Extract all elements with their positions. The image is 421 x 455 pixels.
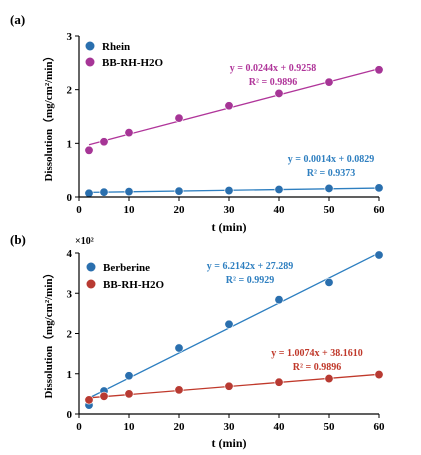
panel-a-y-tick-label-3: 3: [67, 31, 73, 43]
panel-a-x-title: t (min): [212, 220, 247, 234]
panel-a-point-rhein-6: [324, 183, 334, 193]
legend-label-bb-rh-h2o-b: BB-RH-H2O: [103, 279, 165, 291]
panel-a-x-tick-label-50: 50: [324, 204, 336, 216]
panel-b-point-berberine-7: [374, 250, 384, 260]
legend-label-berberine: Berberine: [103, 262, 150, 274]
panel-a-x-tick-label-60: 60: [374, 204, 386, 216]
panel-a-point-bb-rh-h2o-1: [99, 137, 109, 147]
equation-rhein: y = 0.0014x + 0.0829: [288, 154, 374, 165]
legend-marker-berberine: [86, 262, 96, 272]
panel-b-x-tick-label-30: 30: [224, 421, 236, 433]
r2-berberine: R² = 0.9929: [226, 275, 274, 286]
panel-a-legend: Rhein BB-RH-H2O: [85, 41, 164, 69]
panel-a-point-rhein-5: [274, 184, 284, 194]
panel-a-x-tick-label-0: 0: [76, 204, 82, 216]
panel-a: (a) 0 10 20 30 40 50 60 0 1 2 3 Rhein BB-RH-H2O y …: [10, 12, 385, 234]
panel-b-legend: Berberine BB-RH-H2O: [86, 262, 165, 291]
equation-bb-rh-h2o: y = 0.0244x + 0.9258: [230, 63, 316, 74]
panel-b-x-tick-label-20: 20: [174, 421, 186, 433]
panel-a-point-rhein-3: [174, 186, 184, 196]
panel-b-point-bb-rh-h2o-0: [84, 395, 94, 405]
panel-a-x-tick-label-30: 30: [224, 204, 236, 216]
panel-a-label: (a): [10, 12, 25, 27]
panel-a-x-tick-label-20: 20: [174, 204, 186, 216]
panel-b-point-berberine-5: [274, 295, 284, 305]
panel-a-y-tick-label-0: 0: [67, 192, 73, 204]
panel-a-marks: 0 10 20 30 40 50 60 0 1 2 3: [67, 31, 386, 216]
panel-a-y-tick-label-2: 2: [67, 85, 73, 97]
panel-b-point-berberine-4: [224, 319, 234, 329]
panel-b-point-bb-rh-h2o-5: [274, 377, 284, 387]
legend-label-bb-rh-h2o: BB-RH-H2O: [102, 57, 164, 69]
panel-b-point-bb-rh-h2o-6: [324, 374, 334, 384]
panel-a-point-bb-rh-h2o-2: [124, 128, 134, 138]
legend-marker-bb-rh-h2o: [85, 57, 95, 67]
panel-b-point-bb-rh-h2o-3: [174, 385, 184, 395]
panel-a-point-rhein-7: [374, 183, 384, 193]
panel-b-y-tick-label-3: 3: [67, 288, 73, 300]
r2-bb-rh-h2o-b: R² = 0.9896: [293, 362, 341, 373]
panel-b-y-tick-label-2: 2: [67, 329, 73, 341]
panel-b-point-berberine-6: [324, 277, 334, 287]
panel-a-point-rhein-4: [224, 186, 234, 196]
r2-bb-rh-h2o: R² = 0.9896: [249, 77, 297, 88]
panel-b: (b) ×10² 0 10 20 30 40 50 60 0 1 2 3 4 Berberine BB…: [10, 232, 385, 450]
panel-b-x-tick-label-40: 40: [274, 421, 286, 433]
equation-bb-rh-h2o-b: y = 1.0074x + 38.1610: [271, 348, 362, 359]
panel-a-point-bb-rh-h2o-4: [224, 101, 234, 111]
panel-b-y-multiplier: ×10²: [75, 236, 94, 247]
panel-a-point-bb-rh-h2o-5: [274, 88, 284, 98]
panel-b-y-tick-label-4: 4: [67, 248, 73, 260]
panel-b-x-tick-label-60: 60: [374, 421, 386, 433]
panel-a-point-rhein-1: [99, 187, 109, 197]
panel-a-point-bb-rh-h2o-3: [174, 113, 184, 123]
legend-marker-rhein: [85, 41, 95, 51]
equation-berberine: y = 6.2142x + 27.289: [207, 261, 293, 272]
panel-b-x-tick-label-0: 0: [76, 421, 82, 433]
panel-b-point-bb-rh-h2o-4: [224, 381, 234, 391]
panel-a-x-tick-label-40: 40: [274, 204, 286, 216]
legend-marker-bb-rh-h2o-b: [86, 279, 96, 289]
panel-b-y-tick-label-0: 0: [67, 409, 73, 421]
panel-b-point-berberine-2: [124, 371, 134, 381]
panel-b-point-bb-rh-h2o-2: [124, 389, 134, 399]
panel-a-y-title: Dissolution（mg/cm²/min）: [42, 50, 55, 181]
r2-rhein: R² = 0.9373: [307, 168, 355, 179]
panel-a-point-rhein-2: [124, 187, 134, 197]
panel-a-y-tick-label-1: 1: [67, 138, 73, 150]
panel-b-label: (b): [10, 232, 26, 247]
panel-b-marks: 0 10 20 30 40 50 60 0 1 2 3 4: [67, 248, 386, 433]
panel-b-y-tick-label-1: 1: [67, 369, 73, 381]
panel-b-y-title: Dissolution（mg/cm²/min）: [42, 267, 55, 398]
panel-a-x-tick-label-10: 10: [124, 204, 136, 216]
panel-b-point-bb-rh-h2o-7: [374, 370, 384, 380]
panel-a-point-bb-rh-h2o-6: [324, 77, 334, 87]
panel-b-point-berberine-3: [174, 343, 184, 353]
panel-b-point-bb-rh-h2o-1: [99, 391, 109, 401]
panel-b-x-tick-label-10: 10: [124, 421, 136, 433]
panel-b-x-tick-label-50: 50: [324, 421, 336, 433]
panel-b-fit-line-berberine: [88, 252, 380, 399]
panel-b-x-title: t (min): [212, 436, 247, 450]
panel-a-point-bb-rh-h2o-0: [84, 145, 94, 155]
panel-a-point-bb-rh-h2o-7: [374, 65, 384, 75]
panel-a-point-rhein-0: [84, 188, 94, 198]
legend-label-rhein: Rhein: [102, 41, 130, 53]
